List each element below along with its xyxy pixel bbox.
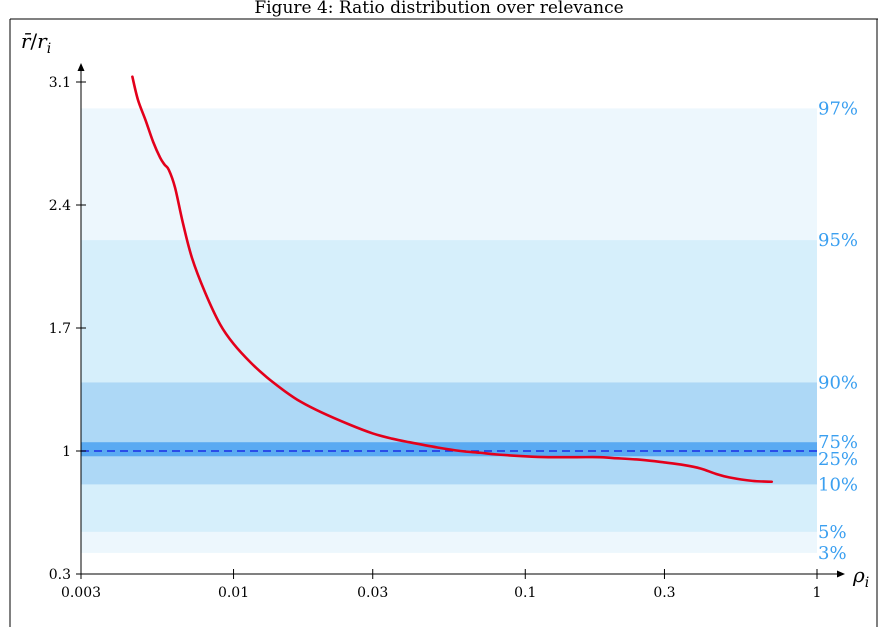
x-tick-label-1: 0.01 bbox=[218, 585, 249, 601]
percentile-bands bbox=[81, 108, 817, 553]
x-axis-title: ρi bbox=[852, 563, 869, 591]
y-tick-label-2: 1.7 bbox=[49, 321, 71, 337]
y-axis-title-numerator: r̄ bbox=[21, 29, 32, 53]
percentile-label-2: 90% bbox=[818, 372, 858, 393]
percentile-label-1: 95% bbox=[818, 230, 858, 251]
y-tick-label-3: 2.4 bbox=[49, 198, 71, 214]
percentile-label-4: 25% bbox=[818, 449, 858, 470]
percentile-label-5: 10% bbox=[818, 474, 858, 495]
x-tick-label-0: 0.003 bbox=[61, 585, 101, 601]
y-axis-title-subscript: i bbox=[47, 41, 51, 57]
percentile-label-6: 5% bbox=[818, 522, 847, 543]
percentile-label-7: 3% bbox=[818, 543, 847, 564]
y-tick-label-4: 3.1 bbox=[49, 75, 71, 91]
figure-title: Figure 4: Ratio distribution over releva… bbox=[254, 0, 623, 18]
series-group bbox=[131, 75, 774, 484]
percentile-labels: 97% 95% 90% 75%25% 10% 5%3% bbox=[818, 98, 858, 564]
y-axis-title-denominator: r bbox=[37, 29, 48, 53]
axes-group bbox=[77, 63, 845, 578]
y-tick-label-0: 0.3 bbox=[49, 567, 71, 583]
x-tick-label-2: 0.03 bbox=[357, 585, 388, 601]
x-tick-label-3: 0.1 bbox=[514, 585, 536, 601]
x-axis-arrowhead bbox=[837, 570, 845, 578]
y-axis-title-slash: / bbox=[30, 29, 37, 53]
ticks-group: 0.003 0.01 0.03 0.1 0.3 1 0.3 1 1.7 2.4 3.1 bbox=[49, 75, 822, 601]
series-line-0 bbox=[131, 75, 774, 484]
x-axis-title-symbol: ρ bbox=[852, 563, 865, 587]
y-axis-title: r̄/ri bbox=[21, 29, 51, 57]
percentile-label-3: 75% bbox=[818, 432, 858, 453]
x-tick-label-5: 1 bbox=[813, 585, 822, 601]
y-tick-label-1: 1 bbox=[62, 444, 71, 460]
x-axis-title-subscript: i bbox=[865, 575, 869, 591]
x-tick-label-4: 0.3 bbox=[653, 585, 675, 601]
percentile-label-0: 97% bbox=[818, 98, 858, 119]
y-axis-arrowhead bbox=[77, 63, 85, 71]
